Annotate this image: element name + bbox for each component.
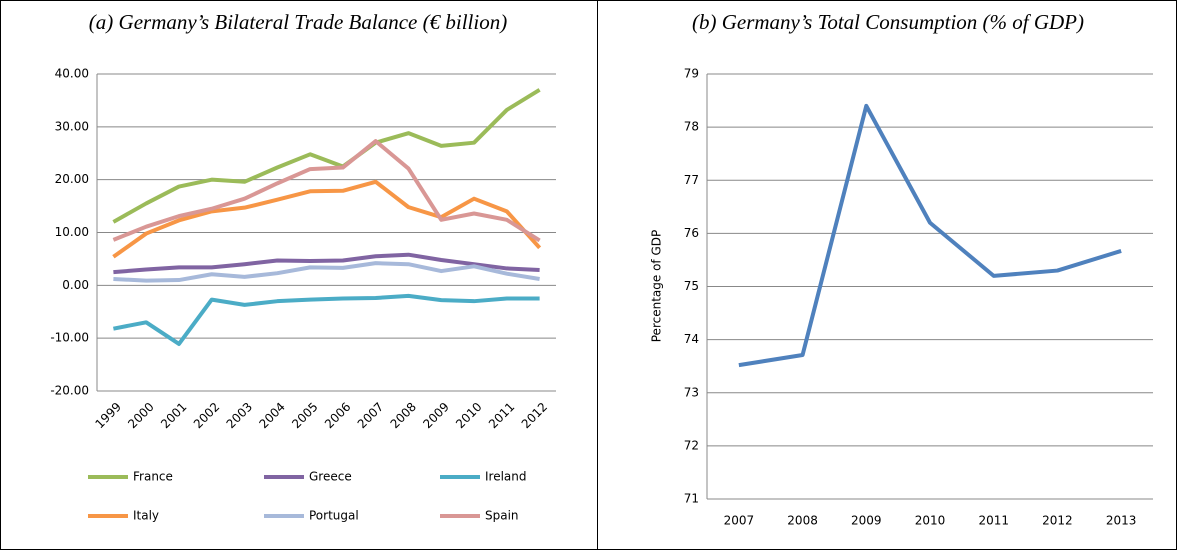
y-tick-label: 79 <box>684 67 699 81</box>
x-tick-label: 2012 <box>1042 514 1073 528</box>
y-tick-label: 0.00 <box>62 278 89 292</box>
x-tick-label: 2009 <box>420 400 451 431</box>
x-tick-label: 2008 <box>388 400 419 431</box>
chart-title: (a) Germany’s Bilateral Trade Balance (€… <box>89 10 507 34</box>
x-tick-label: 2001 <box>158 400 189 431</box>
x-tick-label: 2008 <box>787 514 818 528</box>
series-line <box>113 252 540 275</box>
legend-label: Italy <box>133 509 159 523</box>
y-tick-label: 73 <box>684 385 699 399</box>
y-axis-label: Percentage of GDP <box>650 230 664 342</box>
series-line <box>112 179 542 259</box>
y-tick-label: 74 <box>684 332 699 346</box>
y-tick-label: 72 <box>684 438 699 452</box>
series-line <box>113 293 540 346</box>
legend-label: Portugal <box>309 509 359 523</box>
x-tick-label: 2002 <box>191 400 222 431</box>
x-tick-label: 2006 <box>322 400 353 431</box>
x-tick-label: 2005 <box>289 400 320 431</box>
x-tick-label: 2007 <box>724 514 755 528</box>
y-tick-label: 76 <box>684 226 699 240</box>
x-tick-label: 2000 <box>125 400 156 431</box>
y-tick-label: 40.00 <box>55 67 89 81</box>
series-line <box>738 103 1122 368</box>
legend-label: Greece <box>309 470 352 484</box>
x-tick-label: 2011 <box>978 514 1009 528</box>
series-line <box>113 261 540 283</box>
x-tick-label: 1999 <box>92 400 123 431</box>
legend-label: Spain <box>485 509 519 523</box>
x-tick-label: 2003 <box>224 400 255 431</box>
series-line <box>112 88 541 224</box>
y-tick-label: 75 <box>684 279 699 293</box>
y-tick-label: 10.00 <box>55 225 89 239</box>
y-tick-label: 20.00 <box>55 172 89 186</box>
chart-title: (b) Germany’s Total Consumption (% of GD… <box>692 10 1084 34</box>
y-tick-label: 71 <box>684 492 699 506</box>
x-tick-label: 2010 <box>915 514 946 528</box>
x-tick-label: 2013 <box>1106 514 1137 528</box>
y-tick-label: -10.00 <box>50 331 89 345</box>
x-tick-label: 2012 <box>519 400 550 431</box>
y-tick-label: 77 <box>684 173 699 187</box>
x-tick-label: 2011 <box>486 400 517 431</box>
x-tick-label: 2010 <box>453 400 484 431</box>
x-tick-label: 2007 <box>355 400 386 431</box>
legend-label: Ireland <box>485 470 527 484</box>
series-line <box>112 139 541 243</box>
x-tick-label: 2009 <box>851 514 882 528</box>
x-tick-label: 2004 <box>256 400 287 431</box>
y-tick-label: 30.00 <box>55 119 89 133</box>
y-tick-label: -20.00 <box>50 384 89 398</box>
y-tick-label: 78 <box>684 120 699 134</box>
legend-label: France <box>133 470 173 484</box>
